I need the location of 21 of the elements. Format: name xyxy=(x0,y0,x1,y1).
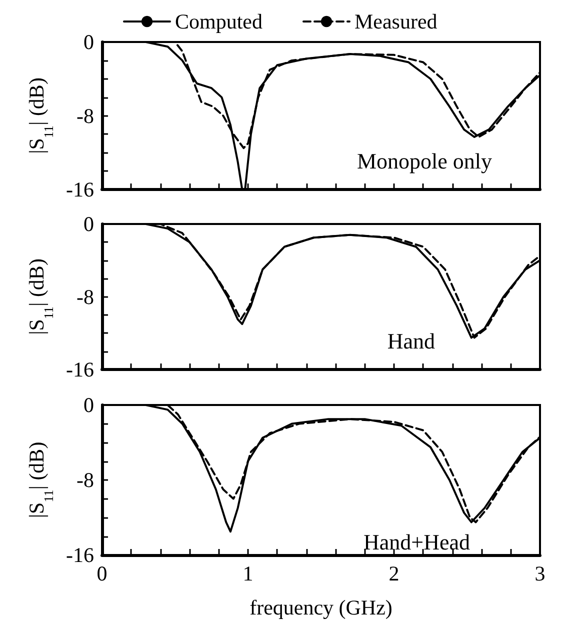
x-tick-label: 1 xyxy=(242,562,254,586)
annotation: Hand xyxy=(387,328,436,354)
y-axis-title: |S11| (dB) xyxy=(24,78,56,154)
y-tick-label: -16 xyxy=(66,178,94,202)
y-tick-label: -8 xyxy=(76,284,94,309)
y-tick-label: -8 xyxy=(76,468,94,492)
y-axis-title: |S11| (dB) xyxy=(24,258,56,335)
x-tick-label: 2 xyxy=(388,562,400,586)
annotation: Hand+Head xyxy=(364,530,470,554)
legend-label: Measured xyxy=(354,10,438,34)
y-axis-title: |S11| (dB) xyxy=(24,442,56,518)
y-tick-label: -16 xyxy=(66,543,94,567)
x-axis-title: frequency (GHz) xyxy=(250,596,392,620)
y-tick-label: -8 xyxy=(76,104,94,128)
annotation: Monopole only xyxy=(356,148,492,174)
y-tick-label: 0 xyxy=(84,30,94,54)
y-tick-label: 0 xyxy=(84,393,94,417)
legend-label: Computed xyxy=(175,10,263,34)
y-tick-label: 0 xyxy=(84,212,94,236)
x-tick-label: 3 xyxy=(534,562,546,586)
y-tick-label: -16 xyxy=(66,358,94,382)
